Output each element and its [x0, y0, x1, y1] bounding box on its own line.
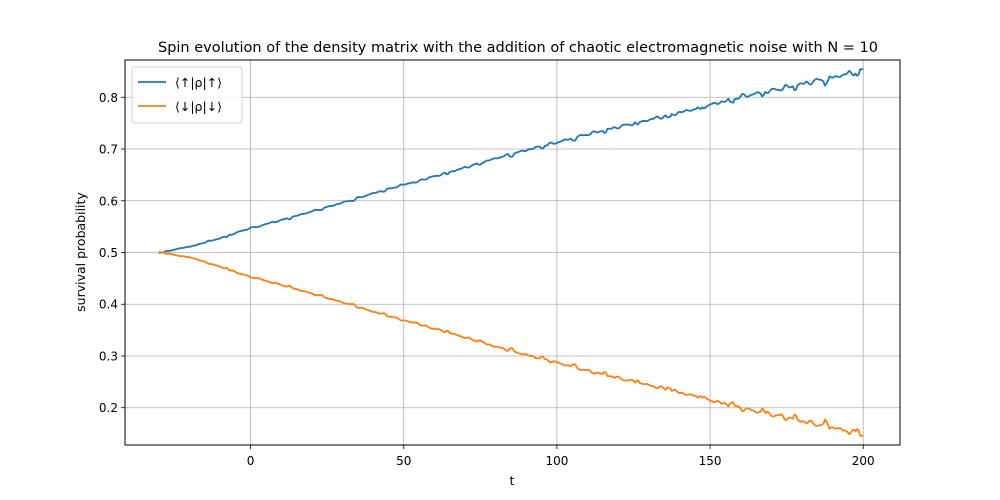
y-tick-label: 0.2: [99, 401, 118, 415]
series-line-2: [158, 251, 864, 437]
series-line-1: [158, 68, 864, 254]
y-tick-label: 0.8: [99, 91, 118, 105]
y-axis-label: survival probability: [73, 192, 88, 312]
y-tick-label: 0.5: [99, 246, 118, 260]
chart-title: Spin evolution of the density matrix wit…: [158, 40, 878, 56]
plot-lines: [158, 68, 864, 437]
legend: ⟨↑|ρ|↑⟩ ⟨↓|ρ|↓⟩: [131, 66, 243, 124]
axis-ticks: 0 50 100 150 200 0.2 0.3 0.4 0.5 0.6 0.7 0.8: [99, 91, 875, 468]
x-tick-label: 200: [852, 454, 875, 468]
y-tick-label: 0.7: [99, 143, 118, 157]
y-tick-label: 0.4: [99, 298, 118, 312]
grid: [125, 60, 900, 445]
legend-label-1: ⟨↑|ρ|↑⟩: [175, 75, 222, 90]
x-tick-label: 100: [545, 454, 568, 468]
x-tick-label: 150: [699, 454, 722, 468]
x-tick-label: 0: [247, 454, 255, 468]
legend-label-2: ⟨↓|ρ|↓⟩: [175, 99, 222, 114]
x-tick-label: 50: [396, 454, 411, 468]
y-tick-label: 0.6: [99, 194, 118, 208]
y-tick-label: 0.3: [99, 349, 118, 363]
x-axis-label: t: [510, 473, 515, 488]
legend-box: [131, 66, 243, 124]
